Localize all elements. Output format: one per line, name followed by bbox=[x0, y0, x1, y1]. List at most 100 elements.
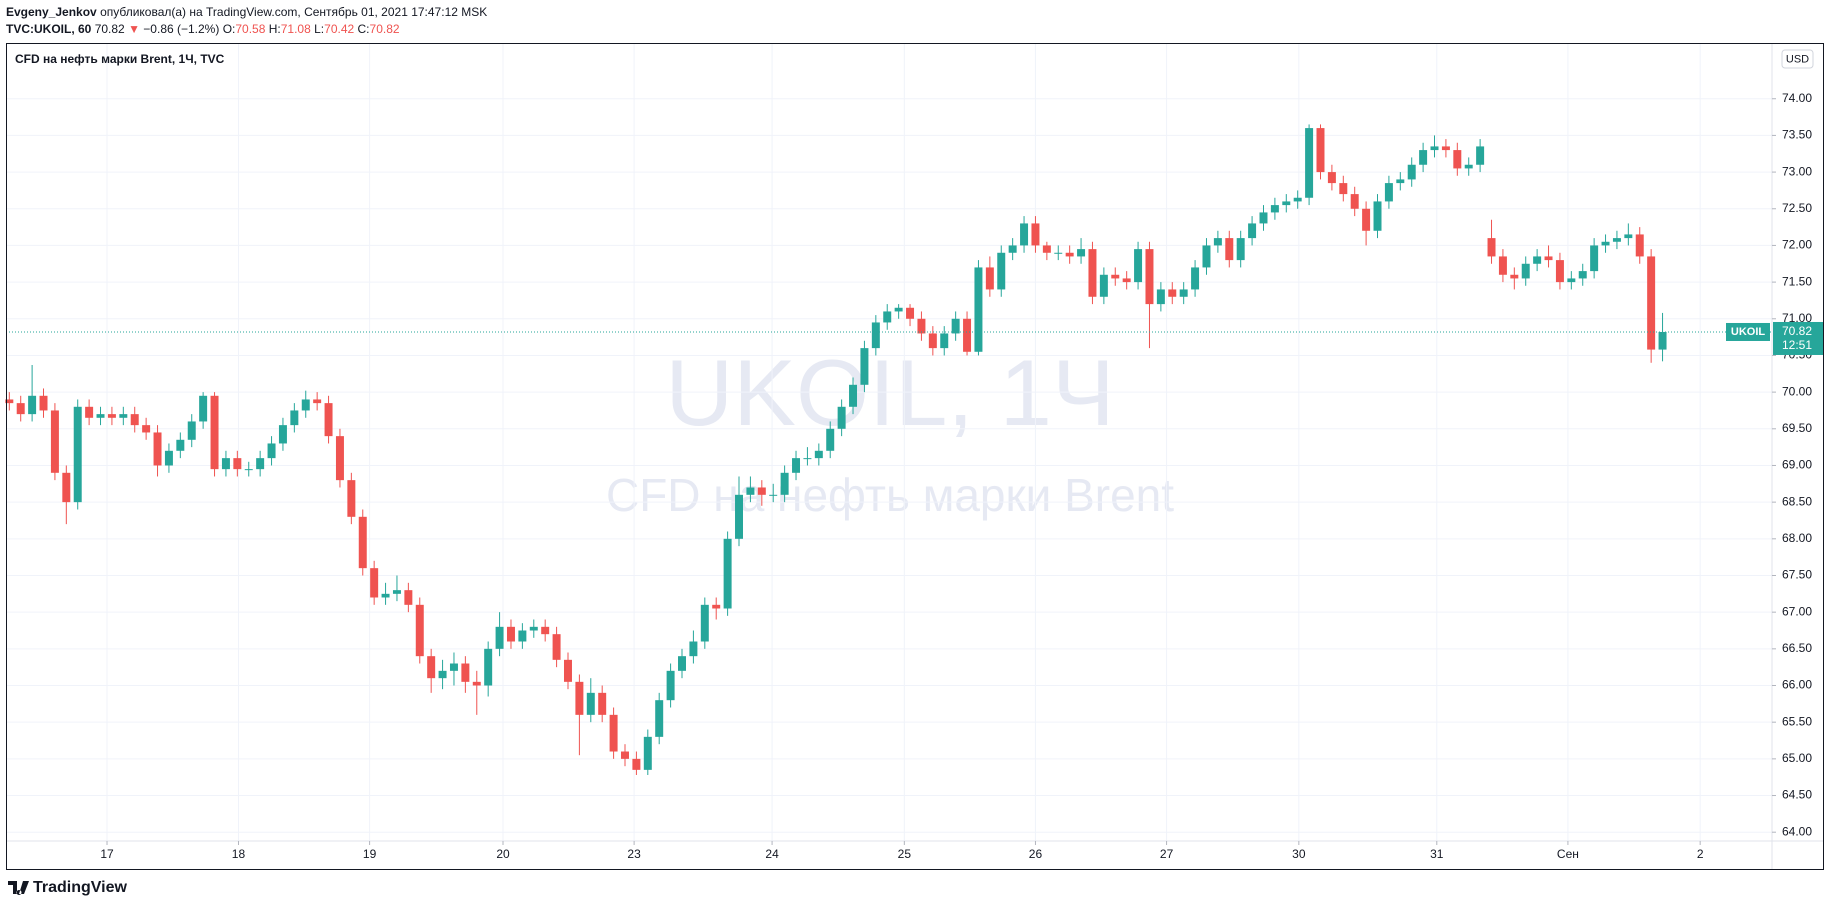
frame bbox=[6, 43, 1824, 870]
candle-body bbox=[233, 458, 242, 470]
candle-body bbox=[1213, 238, 1222, 246]
candle-body bbox=[1225, 238, 1234, 261]
brand-logo bbox=[8, 881, 29, 895]
currency[interactable]: USD bbox=[1786, 53, 1809, 65]
x-tick-label: 23 bbox=[627, 847, 641, 861]
candle-body bbox=[1054, 252, 1063, 254]
plot-layer bbox=[5, 43, 1772, 841]
candle-body bbox=[1441, 146, 1450, 151]
candle-body bbox=[598, 692, 607, 715]
x-tick-label: 30 bbox=[1292, 847, 1306, 861]
candle-body bbox=[1373, 201, 1382, 231]
candle-body bbox=[643, 736, 652, 770]
x-tick-label: 19 bbox=[363, 847, 377, 861]
arrow: ▼ bbox=[128, 22, 140, 36]
y-tick-label: 71.50 bbox=[1782, 274, 1812, 288]
candle-body bbox=[1578, 271, 1587, 279]
candle-body bbox=[1282, 201, 1291, 206]
candle-body bbox=[518, 630, 527, 642]
x-tick-label: 2 bbox=[1697, 847, 1704, 861]
candle-body bbox=[985, 267, 994, 290]
candle-body bbox=[860, 348, 869, 385]
candle-body bbox=[324, 403, 333, 437]
candle-body bbox=[153, 432, 162, 466]
y-tick-label: 71.00 bbox=[1782, 311, 1812, 325]
candle-body bbox=[1008, 245, 1017, 253]
candle-body bbox=[689, 641, 698, 657]
brand: TradingView bbox=[33, 879, 128, 896]
price-tag: 70.82 bbox=[1782, 324, 1812, 338]
candle-body bbox=[1647, 256, 1656, 350]
candle-body bbox=[552, 634, 561, 660]
candle-body bbox=[267, 443, 276, 459]
candle-body bbox=[632, 758, 641, 770]
ohlc-label: C: bbox=[357, 22, 370, 36]
candle-body bbox=[381, 593, 390, 598]
x-tick-label: 31 bbox=[1430, 847, 1444, 861]
publish-line: Evgeny_Jenkov опубликовал(а) на TradingV… bbox=[6, 4, 487, 21]
x-tick-label: 26 bbox=[1029, 847, 1043, 861]
currency-box[interactable] bbox=[1781, 49, 1814, 69]
candle-body bbox=[461, 663, 470, 682]
y-tick-label: 72.00 bbox=[1782, 238, 1812, 252]
candle-body bbox=[1042, 245, 1051, 253]
candle-body bbox=[484, 648, 493, 686]
candle-body bbox=[278, 425, 287, 444]
candle-body bbox=[780, 472, 789, 495]
candle-body bbox=[392, 590, 401, 594]
candle-body bbox=[221, 458, 230, 470]
candle-body bbox=[347, 480, 356, 517]
ohlc-label: O: bbox=[222, 22, 236, 36]
ohlc-value: 70.42 bbox=[324, 22, 355, 36]
x-tick-label: Сен bbox=[1557, 847, 1579, 861]
candle-body bbox=[792, 458, 801, 473]
candle-body bbox=[73, 406, 82, 503]
y-tick-label: 69.00 bbox=[1782, 458, 1812, 472]
candle-body bbox=[906, 307, 915, 319]
candle-body bbox=[187, 421, 196, 440]
candle-body bbox=[917, 318, 926, 334]
candle-body bbox=[951, 318, 960, 334]
candle-body bbox=[427, 656, 436, 679]
candle-body bbox=[39, 395, 48, 411]
y-tick-label: 68.00 bbox=[1782, 531, 1812, 545]
symbol-tag-box bbox=[1726, 322, 1770, 341]
candle-body bbox=[1020, 223, 1029, 246]
candle-body bbox=[1316, 128, 1325, 173]
candle-body bbox=[678, 656, 686, 671]
candle-body bbox=[335, 436, 344, 481]
last: 70.82 bbox=[94, 22, 125, 36]
candle-body bbox=[1498, 256, 1507, 275]
candle-body bbox=[1396, 179, 1405, 184]
candle-body bbox=[563, 659, 572, 682]
countdown: 12:51 bbox=[1782, 338, 1812, 352]
candle-body bbox=[883, 311, 892, 323]
candle-body bbox=[849, 384, 858, 407]
candle-body bbox=[586, 692, 595, 715]
candle-body bbox=[746, 487, 755, 495]
candle-body bbox=[974, 267, 983, 352]
candle-body bbox=[1362, 208, 1371, 231]
ohlc-value: 70.82 bbox=[369, 22, 400, 36]
price-tag-box bbox=[1773, 321, 1823, 355]
candle-body bbox=[50, 410, 59, 473]
candle-body bbox=[529, 626, 538, 631]
candle-body bbox=[1327, 172, 1336, 184]
candle-body bbox=[1612, 238, 1621, 242]
candle-body bbox=[301, 399, 310, 411]
candle-body bbox=[28, 395, 37, 415]
candle-body bbox=[609, 714, 618, 752]
candle-body bbox=[449, 663, 458, 671]
x-tick-label: 17 bbox=[100, 847, 114, 861]
candle-body bbox=[1419, 150, 1428, 165]
candle-body bbox=[826, 428, 835, 451]
y-tick-label: 65.00 bbox=[1782, 751, 1812, 765]
candle-body bbox=[1635, 234, 1644, 257]
candle-body bbox=[1521, 263, 1530, 279]
candle-body bbox=[1510, 274, 1519, 279]
y-tick-label: 69.50 bbox=[1782, 421, 1812, 435]
candle-body bbox=[62, 472, 71, 503]
y-tick-label: 67.50 bbox=[1782, 568, 1812, 582]
candle-body bbox=[290, 410, 299, 426]
